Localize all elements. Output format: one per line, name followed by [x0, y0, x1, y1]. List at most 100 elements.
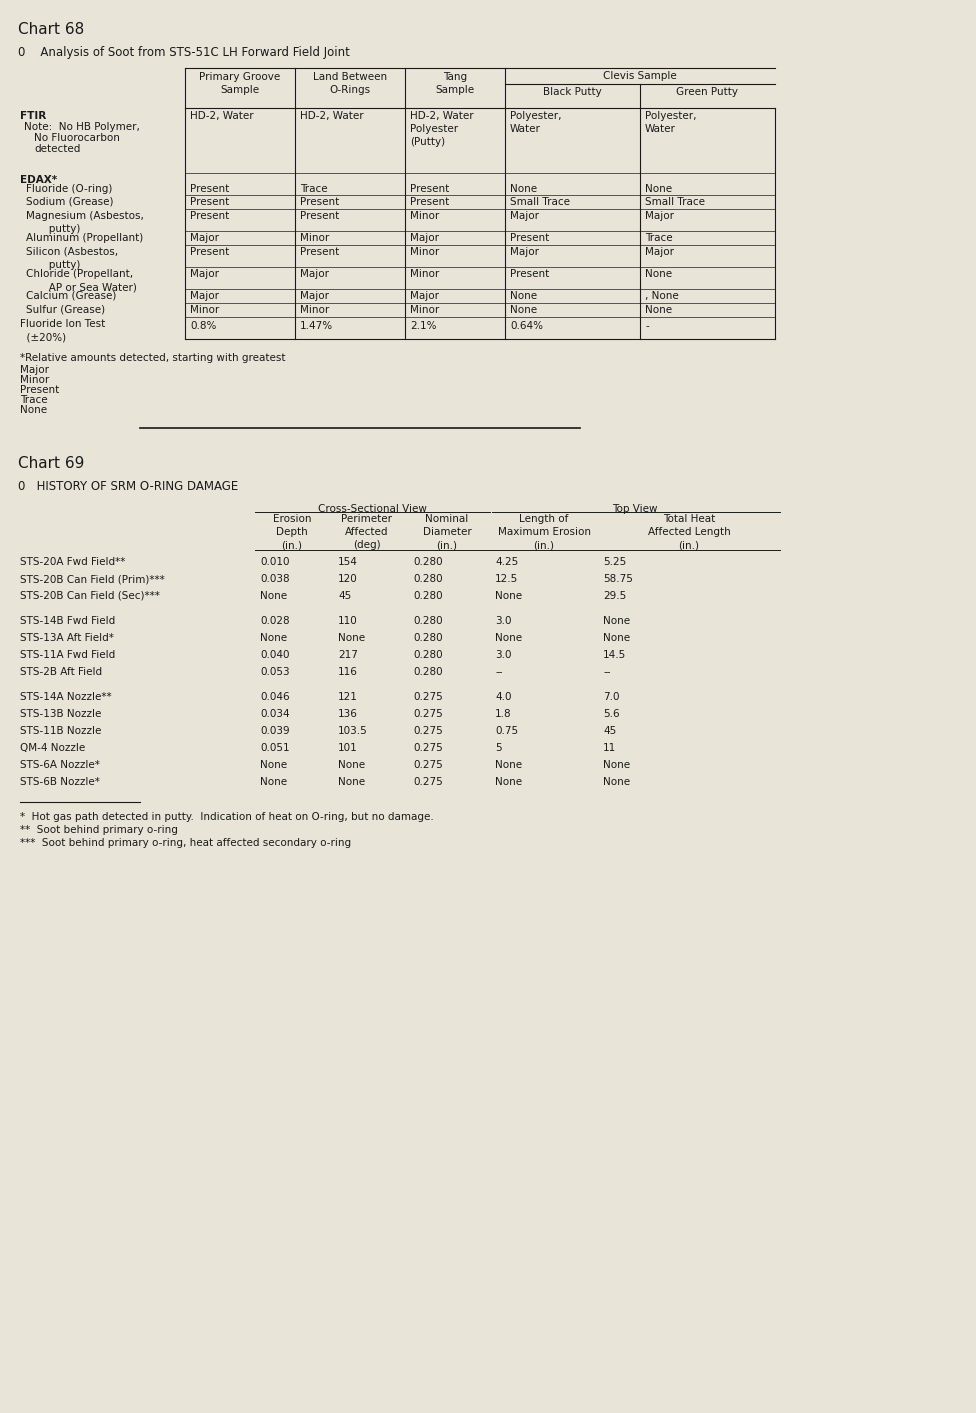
Text: ***  Soot behind primary o-ring, heat affected secondary o-ring: *** Soot behind primary o-ring, heat aff…: [20, 838, 351, 848]
Text: Perimeter
Affected
(deg): Perimeter Affected (deg): [342, 514, 392, 551]
Text: STS-20B Can Field (Prim)***: STS-20B Can Field (Prim)***: [20, 574, 165, 584]
Text: Chloride (Propellant,
       AP or Sea Water): Chloride (Propellant, AP or Sea Water): [26, 268, 137, 292]
Text: None: None: [338, 633, 365, 643]
Text: None: None: [495, 760, 522, 770]
Text: None: None: [260, 591, 287, 601]
Text: 0.034: 0.034: [260, 709, 290, 719]
Text: None: None: [603, 777, 630, 787]
Text: Present: Present: [510, 268, 549, 278]
Text: Major: Major: [510, 247, 539, 257]
Text: Minor: Minor: [300, 305, 329, 315]
Text: Land Between
O-Rings: Land Between O-Rings: [313, 72, 387, 95]
Text: 120: 120: [338, 574, 358, 584]
Text: 217: 217: [338, 650, 358, 660]
Text: Present: Present: [510, 233, 549, 243]
Text: 116: 116: [338, 667, 358, 677]
Text: Minor: Minor: [410, 268, 439, 278]
Text: Major: Major: [190, 268, 219, 278]
Text: HD-2, Water: HD-2, Water: [300, 112, 364, 122]
Text: Present: Present: [190, 247, 229, 257]
Text: STS-20A Fwd Field**: STS-20A Fwd Field**: [20, 557, 125, 567]
Text: Minor: Minor: [410, 305, 439, 315]
Text: Major: Major: [645, 211, 674, 220]
Text: STS-14B Fwd Field: STS-14B Fwd Field: [20, 616, 115, 626]
Text: Polyester,
Water: Polyester, Water: [645, 112, 697, 134]
Text: Minor: Minor: [190, 305, 220, 315]
Text: Minor: Minor: [20, 374, 49, 384]
Text: Trace: Trace: [645, 233, 672, 243]
Text: --: --: [495, 667, 503, 677]
Text: 0.038: 0.038: [260, 574, 290, 584]
Text: None: None: [645, 305, 672, 315]
Text: None: None: [603, 760, 630, 770]
Text: 0.75: 0.75: [495, 726, 518, 736]
Text: None: None: [603, 633, 630, 643]
Text: Sulfur (Grease): Sulfur (Grease): [26, 305, 105, 315]
Text: 0.280: 0.280: [413, 557, 443, 567]
Text: Present: Present: [410, 196, 449, 206]
Text: 0.275: 0.275: [413, 743, 443, 753]
Text: 5: 5: [495, 743, 502, 753]
Text: 0   HISTORY OF SRM O-RING DAMAGE: 0 HISTORY OF SRM O-RING DAMAGE: [18, 480, 238, 493]
Text: None: None: [645, 268, 672, 278]
Text: 3.0: 3.0: [495, 650, 511, 660]
Text: 0.275: 0.275: [413, 726, 443, 736]
Text: 12.5: 12.5: [495, 574, 518, 584]
Text: Major: Major: [20, 365, 49, 374]
Text: Trace: Trace: [300, 184, 328, 194]
Text: 45: 45: [338, 591, 351, 601]
Text: 14.5: 14.5: [603, 650, 627, 660]
Text: Black Putty: Black Putty: [543, 88, 601, 97]
Text: STS-14A Nozzle**: STS-14A Nozzle**: [20, 692, 111, 702]
Text: Aluminum (Propellant): Aluminum (Propellant): [26, 233, 143, 243]
Text: Present: Present: [190, 211, 229, 220]
Text: 0.275: 0.275: [413, 760, 443, 770]
Text: Present: Present: [410, 184, 449, 194]
Text: Top View: Top View: [612, 504, 658, 514]
Text: STS-2B Aft Field: STS-2B Aft Field: [20, 667, 102, 677]
Text: 3.0: 3.0: [495, 616, 511, 626]
Text: None: None: [495, 591, 522, 601]
Text: Major: Major: [300, 268, 329, 278]
Text: 0.046: 0.046: [260, 692, 290, 702]
Text: Clevis Sample: Clevis Sample: [603, 71, 677, 81]
Text: Silicon (Asbestos,
       putty): Silicon (Asbestos, putty): [26, 247, 118, 270]
Text: STS-13A Aft Field*: STS-13A Aft Field*: [20, 633, 114, 643]
Text: *  Hot gas path detected in putty.  Indication of heat on O-ring, but no damage.: * Hot gas path detected in putty. Indica…: [20, 812, 433, 822]
Text: 110: 110: [338, 616, 358, 626]
Text: STS-6A Nozzle*: STS-6A Nozzle*: [20, 760, 100, 770]
Text: Minor: Minor: [410, 247, 439, 257]
Text: 0.039: 0.039: [260, 726, 290, 736]
Text: Erosion
Depth
(in.): Erosion Depth (in.): [272, 514, 311, 551]
Text: None: None: [260, 777, 287, 787]
Text: STS-11B Nozzle: STS-11B Nozzle: [20, 726, 102, 736]
Text: 0.280: 0.280: [413, 633, 443, 643]
Text: 0.280: 0.280: [413, 616, 443, 626]
Text: Primary Groove
Sample: Primary Groove Sample: [199, 72, 281, 95]
Text: 0.053: 0.053: [260, 667, 290, 677]
Text: 136: 136: [338, 709, 358, 719]
Text: None: None: [338, 777, 365, 787]
Text: None: None: [510, 291, 537, 301]
Text: 0.275: 0.275: [413, 709, 443, 719]
Text: EDAX*: EDAX*: [20, 175, 58, 185]
Text: Present: Present: [300, 196, 340, 206]
Text: None: None: [645, 184, 672, 194]
Text: Green Putty: Green Putty: [676, 88, 738, 97]
Text: 5.25: 5.25: [603, 557, 627, 567]
Text: detected: detected: [34, 144, 80, 154]
Text: 1.47%: 1.47%: [300, 321, 333, 331]
Text: Chart 68: Chart 68: [18, 23, 84, 37]
Text: Major: Major: [510, 211, 539, 220]
Text: 2.1%: 2.1%: [410, 321, 436, 331]
Text: , None: , None: [645, 291, 678, 301]
Text: None: None: [495, 633, 522, 643]
Text: Major: Major: [410, 291, 439, 301]
Text: Magnesium (Asbestos,
       putty): Magnesium (Asbestos, putty): [26, 211, 143, 235]
Text: Major: Major: [410, 233, 439, 243]
Text: No Fluorocarbon: No Fluorocarbon: [34, 133, 120, 143]
Text: STS-13B Nozzle: STS-13B Nozzle: [20, 709, 102, 719]
Text: None: None: [495, 777, 522, 787]
Text: 0.280: 0.280: [413, 574, 443, 584]
Text: Fluoride Ion Test
  (±20%): Fluoride Ion Test (±20%): [20, 319, 105, 342]
